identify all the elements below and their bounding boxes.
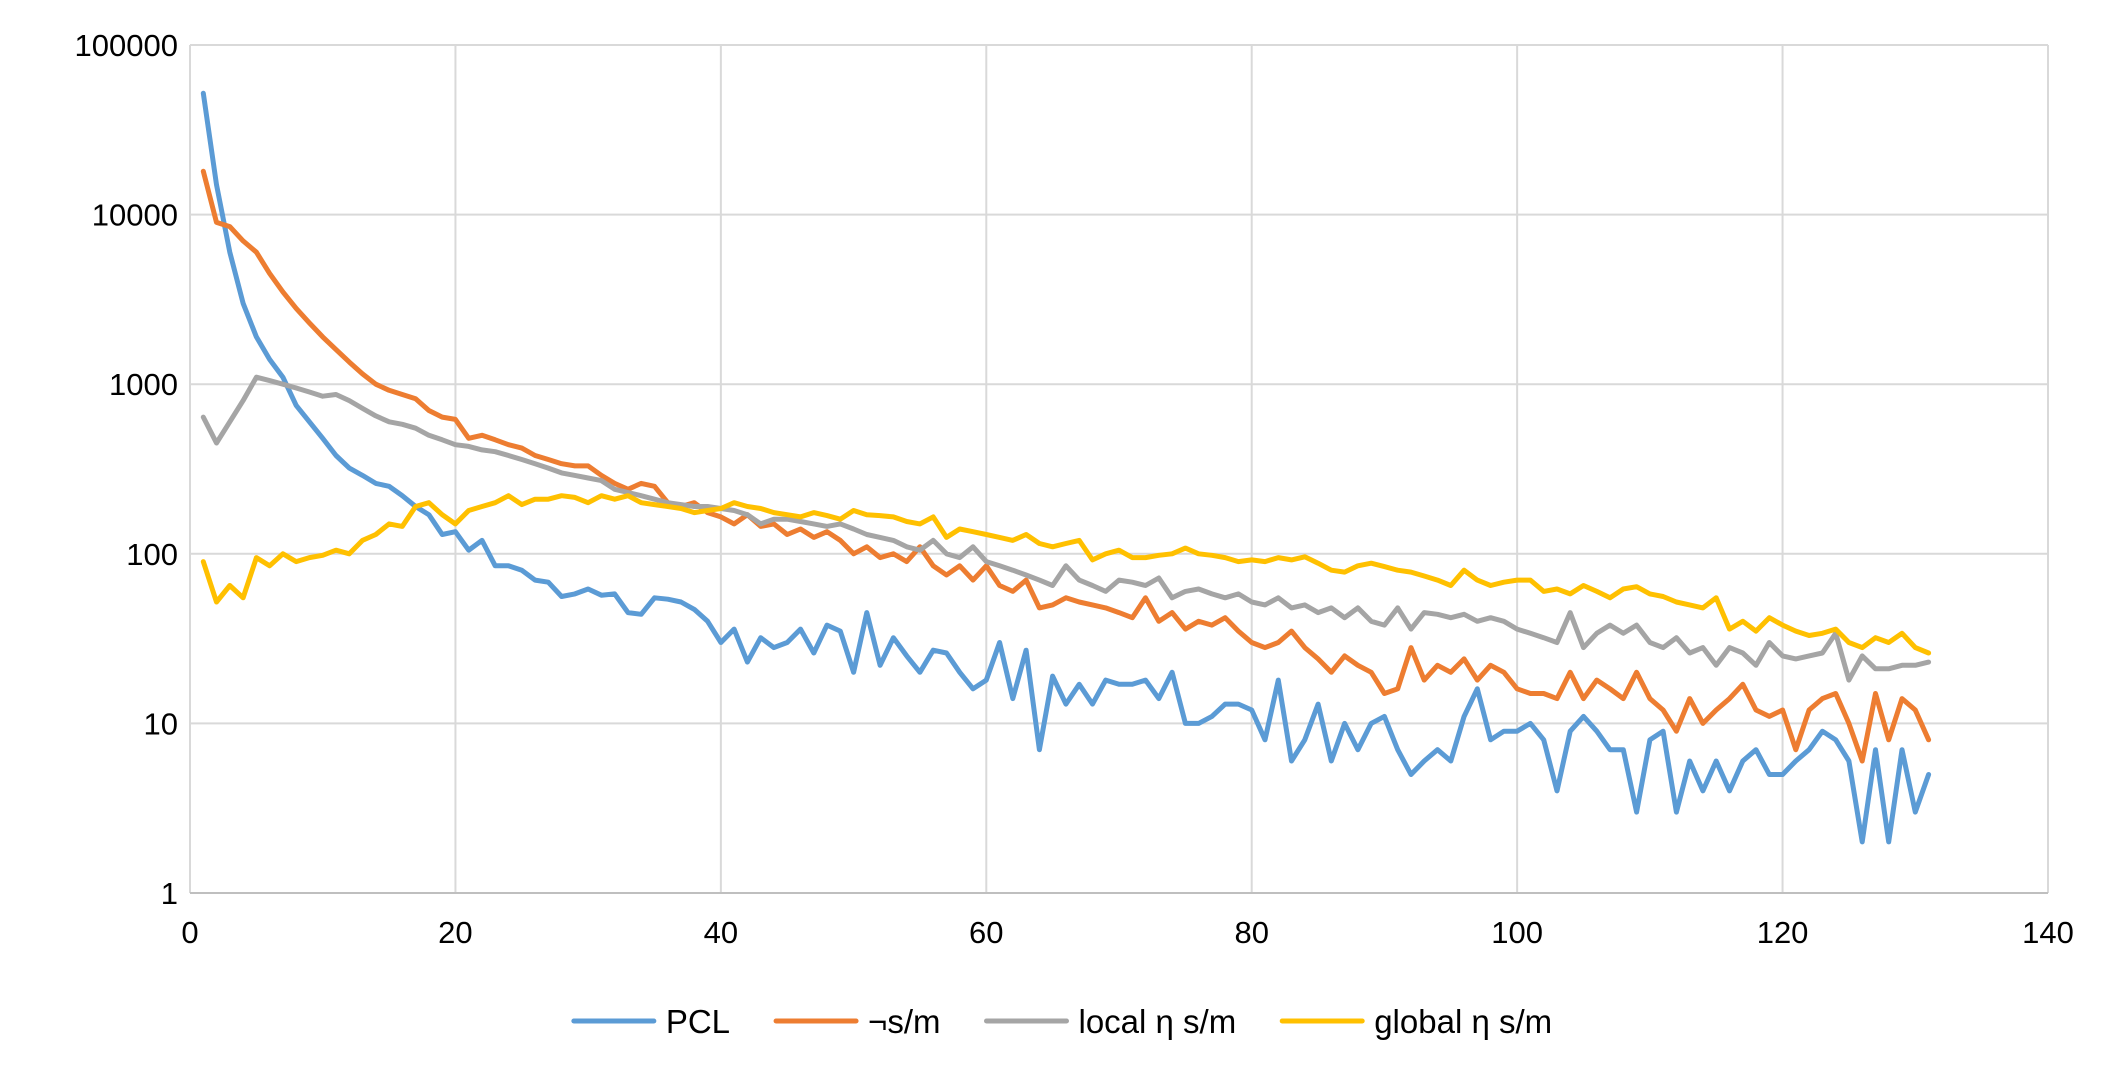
series-line-2 <box>200 168 1932 764</box>
y-axis-tick-labels: 1 10 100 1000 10000 100000 <box>75 28 178 911</box>
x-tick-label: 60 <box>969 915 1003 950</box>
vertical-gridlines <box>189 45 2049 893</box>
series-line-3 <box>200 374 1932 683</box>
y-tick-label: 1 <box>161 876 178 911</box>
series-line-4 <box>200 493 1932 656</box>
legend-label: local η s/m <box>1078 1003 1236 1040</box>
series-line-1 <box>200 90 1932 845</box>
legend-item: global η s/m <box>1279 1003 1552 1040</box>
legend-item: local η s/m <box>983 1003 1236 1040</box>
legend: PCL ¬s/m local η s/m global η s/m <box>571 1003 1552 1040</box>
legend-label: PCL <box>666 1003 730 1040</box>
x-axis-tick-labels: 0 20 40 60 80 100 120 140 <box>181 915 2073 950</box>
y-tick-label: 100 <box>126 537 178 572</box>
legend-item: ¬s/m <box>773 1003 940 1040</box>
legend-label: ¬s/m <box>868 1003 940 1040</box>
x-tick-label: 120 <box>1757 915 1809 950</box>
x-tick-label: 80 <box>1234 915 1268 950</box>
y-tick-label: 100000 <box>75 28 178 63</box>
x-tick-label: 20 <box>438 915 472 950</box>
x-tick-label: 40 <box>704 915 738 950</box>
legend-item: PCL <box>571 1003 730 1040</box>
y-tick-label: 1000 <box>109 367 178 402</box>
y-tick-label: 10 <box>144 706 178 741</box>
legend-label: global η s/m <box>1374 1003 1552 1040</box>
x-tick-label: 100 <box>1491 915 1543 950</box>
x-tick-label: 0 <box>181 915 198 950</box>
series-lines <box>200 90 1932 845</box>
y-tick-label: 10000 <box>92 198 178 233</box>
x-tick-label: 140 <box>2022 915 2074 950</box>
